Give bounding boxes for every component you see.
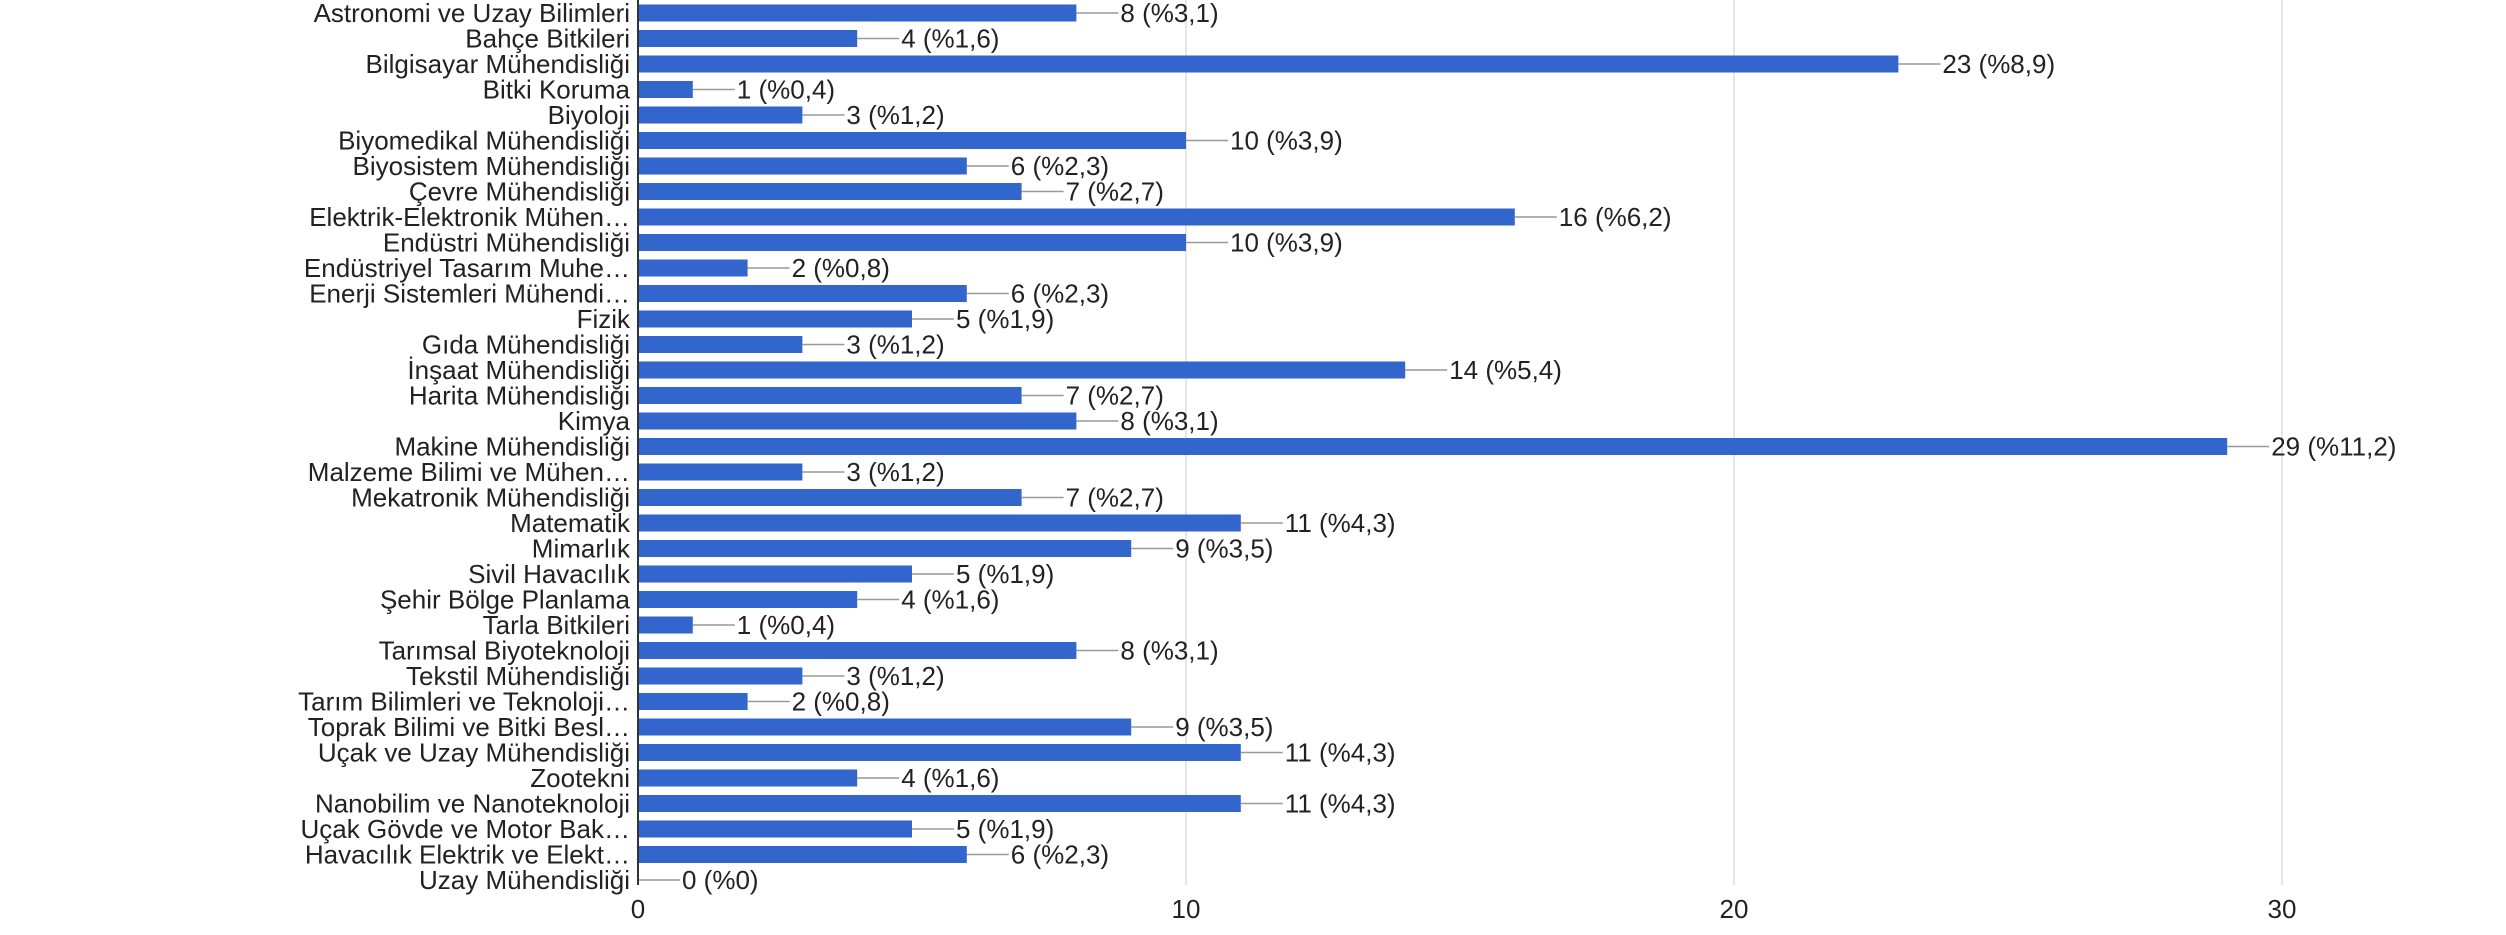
data-label: 4 (%1,6) <box>901 763 999 793</box>
data-label: 29 (%11,2) <box>2271 432 2396 462</box>
bar <box>638 464 802 481</box>
data-label: 5 (%1,9) <box>956 304 1054 334</box>
bar <box>638 795 1241 812</box>
bar-layer <box>638 5 2227 864</box>
bar <box>638 260 748 277</box>
data-label: 3 (%1,2) <box>846 330 944 360</box>
bar <box>638 540 1131 557</box>
bar <box>638 311 912 328</box>
x-axis-ticks: 0 10 20 30 <box>631 894 2297 924</box>
data-label: 9 (%3,5) <box>1175 712 1273 742</box>
data-label: 9 (%3,5) <box>1175 534 1273 564</box>
bar <box>638 642 1076 659</box>
data-label: 8 (%3,1) <box>1120 0 1218 28</box>
bar <box>638 387 1022 404</box>
data-label: 23 (%8,9) <box>1942 49 2055 79</box>
data-label: 2 (%0,8) <box>792 253 890 283</box>
data-label: 1 (%0,4) <box>737 75 835 105</box>
bar <box>638 668 802 685</box>
data-label: 4 (%1,6) <box>901 585 999 615</box>
data-label: 6 (%2,3) <box>1011 840 1109 870</box>
data-label: 11 (%4,3) <box>1285 789 1396 819</box>
data-label: 3 (%1,2) <box>846 100 944 130</box>
data-label: 3 (%1,2) <box>846 457 944 487</box>
bar <box>638 489 1022 506</box>
bar <box>638 515 1241 532</box>
data-label: 14 (%5,4) <box>1449 355 1562 385</box>
bar <box>638 438 2227 455</box>
data-label: 8 (%3,1) <box>1120 636 1218 666</box>
bar <box>638 158 967 175</box>
bar <box>638 566 912 583</box>
x-tick-label: 0 <box>631 894 645 924</box>
category-label: Uzay Mühendisliği <box>419 865 630 895</box>
data-label: 7 (%2,7) <box>1066 177 1164 207</box>
data-label: 16 (%6,2) <box>1559 202 1672 232</box>
data-label: 8 (%3,1) <box>1120 406 1218 436</box>
data-label: 7 (%2,7) <box>1066 483 1164 513</box>
data-label: 0 (%0) <box>682 865 759 895</box>
bar <box>638 183 1022 200</box>
bar <box>638 617 693 634</box>
data-label: 11 (%4,3) <box>1285 738 1396 768</box>
bar <box>638 693 748 710</box>
bar <box>638 81 693 98</box>
data-label: 4 (%1,6) <box>901 24 999 54</box>
bar <box>638 5 1076 22</box>
bar <box>638 846 967 863</box>
bar <box>638 30 857 47</box>
bar <box>638 107 802 124</box>
bar <box>638 336 802 353</box>
bar <box>638 770 857 787</box>
data-label: 1 (%0,4) <box>737 610 835 640</box>
bar <box>638 56 1898 73</box>
bar <box>638 132 1186 149</box>
data-label: 10 (%3,9) <box>1230 228 1343 258</box>
data-label: 11 (%4,3) <box>1285 508 1396 538</box>
bar <box>638 362 1405 379</box>
bar <box>638 285 967 302</box>
bar <box>638 719 1131 736</box>
x-tick-label: 20 <box>1720 894 1749 924</box>
bar <box>638 744 1241 761</box>
bar <box>638 234 1186 251</box>
data-label: 2 (%0,8) <box>792 687 890 717</box>
data-label: 10 (%3,9) <box>1230 126 1343 156</box>
bar <box>638 413 1076 430</box>
bar <box>638 821 912 838</box>
x-tick-label: 30 <box>2268 894 2297 924</box>
bar <box>638 209 1515 226</box>
x-tick-label: 10 <box>1172 894 1201 924</box>
bar <box>638 591 857 608</box>
